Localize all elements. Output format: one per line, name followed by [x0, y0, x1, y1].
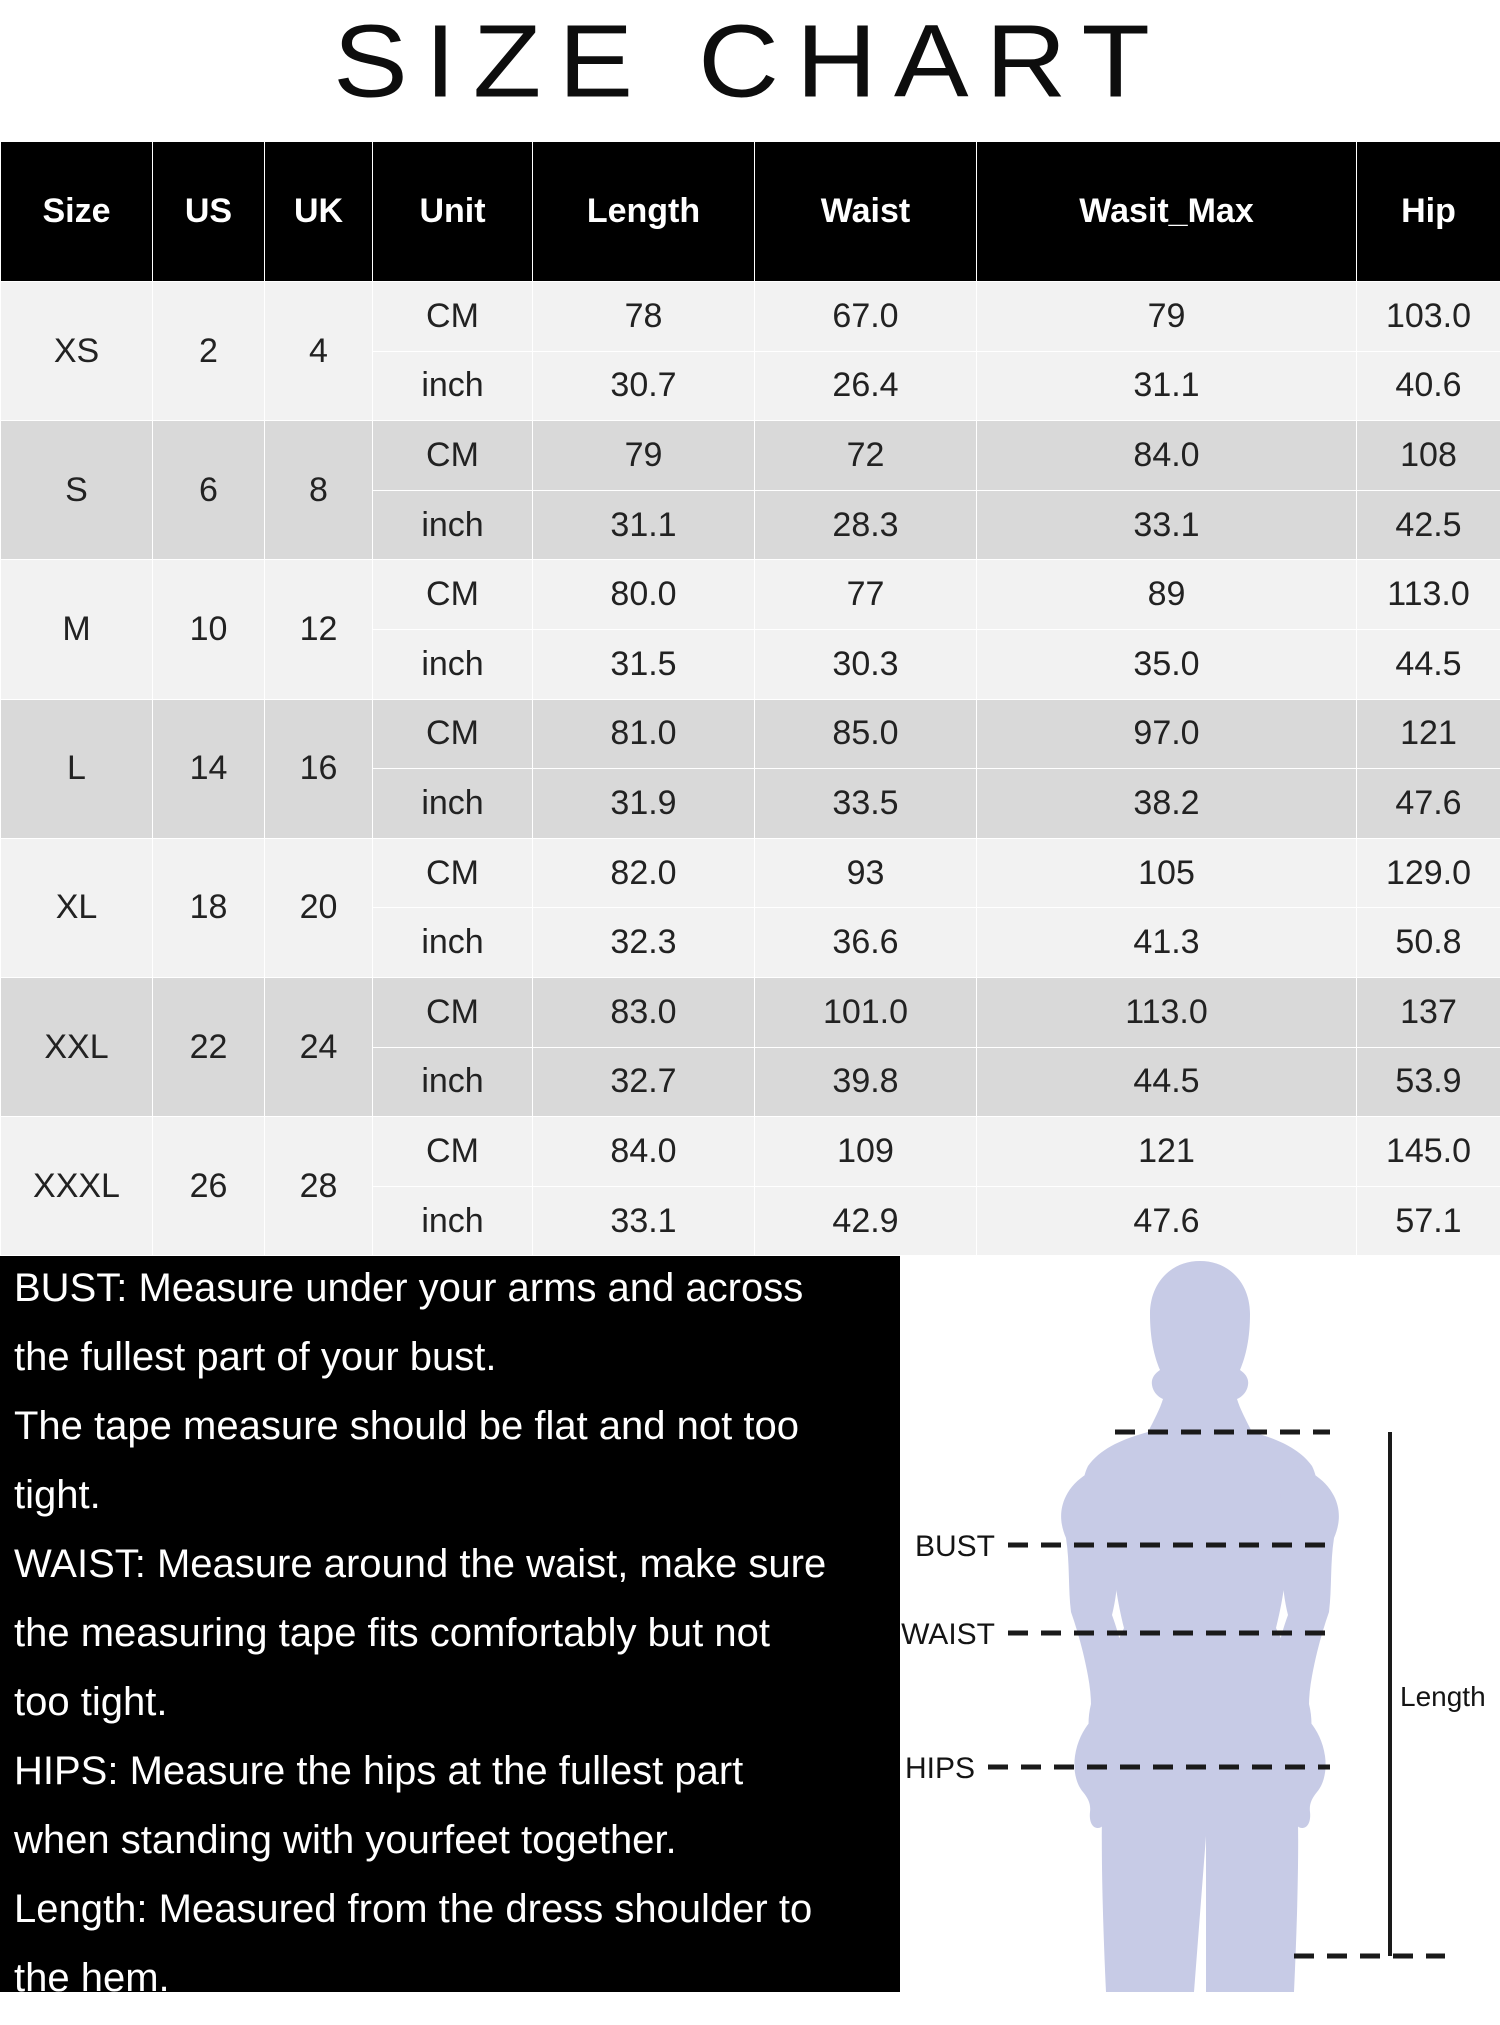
- svg-text:WAIST: WAIST: [901, 1618, 995, 1651]
- svg-text:Length: Length: [1400, 1681, 1486, 1712]
- svg-text:HIPS: HIPS: [905, 1752, 975, 1785]
- svg-text:BUST: BUST: [915, 1530, 995, 1563]
